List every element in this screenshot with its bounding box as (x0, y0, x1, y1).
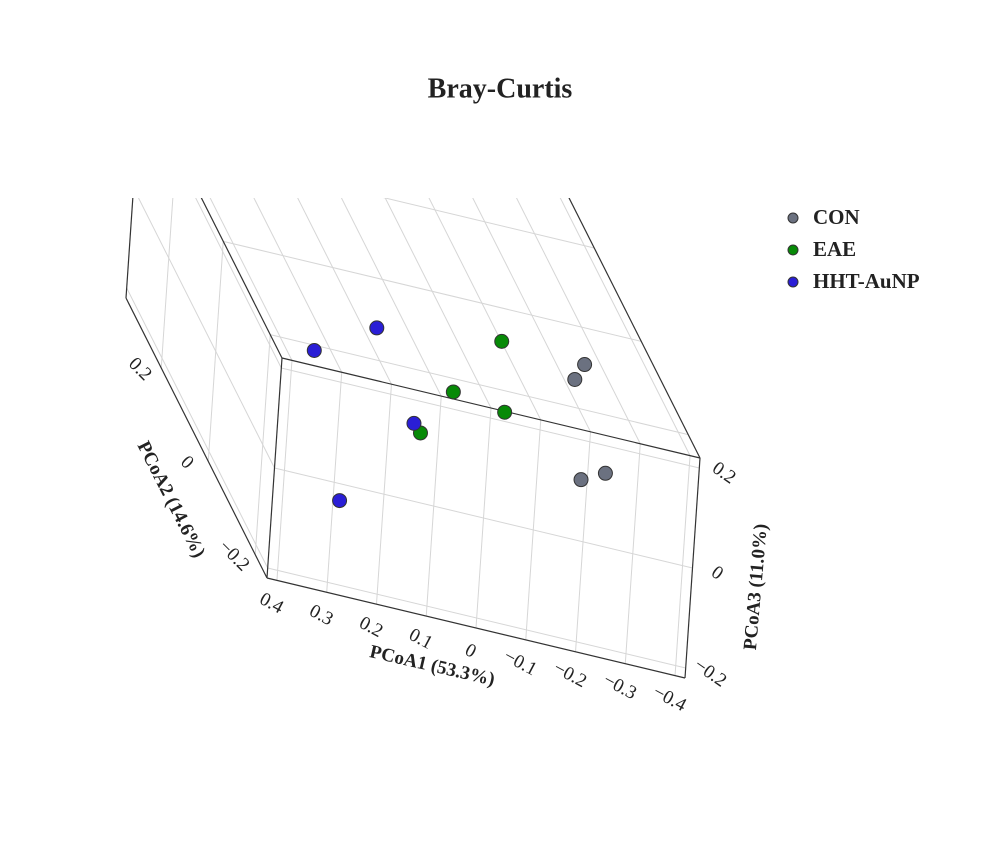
x-tick-label: −0.1 (500, 646, 540, 681)
legend-label: EAE (813, 237, 856, 261)
axis-line (281, 357, 701, 459)
legend-label: CON (813, 205, 860, 229)
point (332, 493, 348, 509)
grid-line (340, 198, 442, 397)
grid-line (559, 198, 691, 456)
legend: CON EAE HHT-AuNP (787, 205, 920, 293)
y-tick-label: 0 (176, 452, 198, 474)
grid-line (428, 198, 542, 421)
x-tick-label: 0.3 (306, 600, 337, 630)
legend-swatch (787, 212, 799, 224)
point (445, 384, 461, 400)
grid-line (270, 334, 689, 436)
z-axis-title: PCoA3 (11.0%) (740, 523, 772, 651)
grid-line (209, 198, 293, 361)
point (597, 465, 613, 481)
grid-line (223, 240, 642, 342)
grid-line (384, 198, 492, 409)
grid-line (515, 198, 641, 444)
z-tick-label: 0.2 (708, 458, 740, 489)
points (306, 320, 613, 509)
z-tick-label: −0.2 (690, 655, 730, 692)
y-tick-label: 0.2 (124, 353, 156, 385)
axis-line (568, 198, 701, 459)
x-tick-label: 0 (461, 639, 479, 662)
grid-line (137, 198, 275, 469)
grid-line (297, 198, 392, 385)
point (497, 404, 513, 420)
grid-line (195, 198, 282, 369)
point (567, 371, 583, 387)
x-tick-label: 0.4 (256, 589, 287, 619)
point (494, 333, 510, 349)
grid-line (253, 198, 343, 373)
grid-line (281, 367, 700, 469)
grid-line (126, 287, 269, 569)
axis-line (684, 457, 701, 679)
point (306, 342, 322, 358)
x-tick-label: −0.3 (600, 669, 640, 704)
axis-line (125, 297, 268, 579)
point (406, 415, 422, 431)
legend-swatch (787, 244, 799, 256)
y-axis-title: PCoA2 (14.6%) (133, 438, 210, 561)
point (573, 472, 589, 488)
axis-line (266, 577, 686, 679)
x-tick-label: −0.4 (649, 681, 690, 716)
z-tick-label: 0 (707, 562, 727, 585)
chart-title: Bray-Curtis (428, 73, 573, 104)
scene (125, 198, 701, 679)
legend-label: HHT-AuNP (813, 269, 920, 293)
x-tick-label: 0.2 (356, 612, 387, 642)
grid-line (472, 198, 591, 433)
grid-line (274, 467, 693, 569)
point (369, 320, 385, 336)
axis-line (125, 198, 134, 299)
axis-line (200, 198, 283, 359)
x-tick-label: −0.2 (550, 657, 590, 692)
legend-swatch (787, 276, 799, 288)
point (577, 357, 593, 373)
axis-line (266, 357, 283, 579)
y-tick-label: −0.2 (214, 536, 253, 575)
grid-line (383, 198, 595, 249)
grid-line (267, 567, 686, 669)
x-axis-title: PCoA1 (53.3%) (368, 641, 497, 690)
